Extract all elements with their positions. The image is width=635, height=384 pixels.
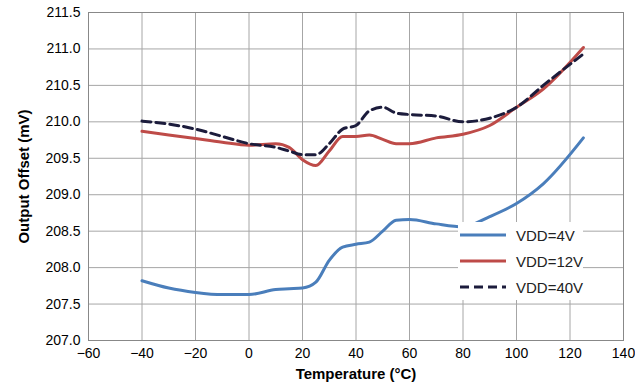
svg-text:40: 40 [348,345,364,361]
svg-text:Output Offset (mV): Output Offset (mV) [15,109,32,243]
svg-text:208.5: 208.5 [45,223,80,239]
svg-text:0: 0 [245,345,253,361]
svg-text:209.0: 209.0 [45,186,80,202]
svg-text:−40: −40 [130,345,154,361]
svg-text:−20: −20 [184,345,208,361]
svg-text:211.0: 211.0 [47,40,81,56]
svg-text:210.0: 210.0 [45,113,80,129]
svg-text:−60: −60 [76,345,101,362]
svg-text:211.5: 211.5 [47,4,81,20]
svg-text:207.5: 207.5 [45,296,80,312]
svg-text:208.0: 208.0 [45,259,80,275]
svg-text:20: 20 [295,345,311,361]
html-text:VDD=12V: VDD=12V [516,252,584,270]
svg-text:120: 120 [558,345,582,361]
svg-text:60: 60 [402,345,418,361]
svg-text:80: 80 [455,345,471,361]
svg-text:140: 140 [612,345,635,361]
svg-text:Temperature (°C): Temperature (°C) [296,365,417,382]
svg-text:207.0: 207.0 [45,332,80,348]
html-text:VDD=40V: VDD=40V [516,278,584,296]
svg-text:210.5: 210.5 [45,77,80,93]
svg-text:100: 100 [505,345,529,361]
svg-text:209.5: 209.5 [45,150,80,166]
html-text:VDD=4V: VDD=4V [516,226,575,244]
